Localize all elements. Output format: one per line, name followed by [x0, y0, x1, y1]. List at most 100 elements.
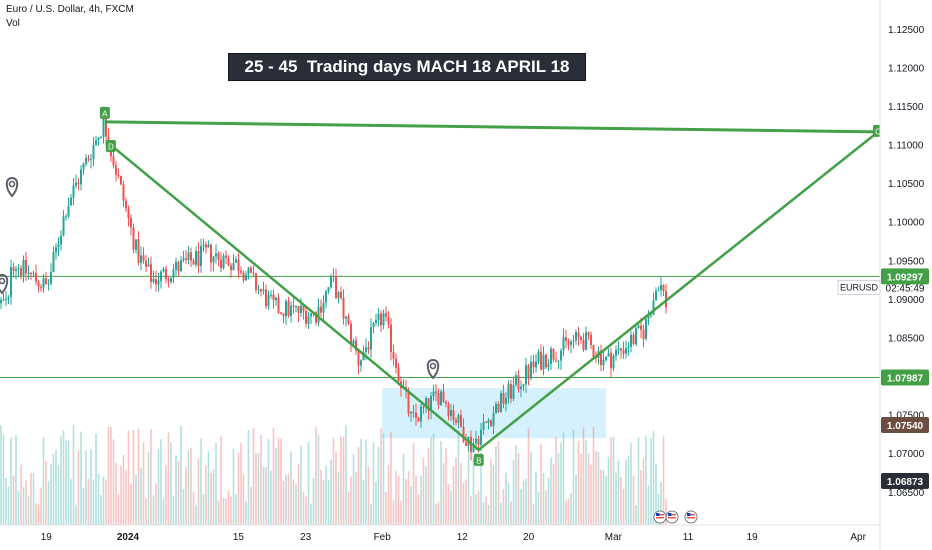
- volume-bar: [205, 465, 207, 525]
- x-tick-label: 19: [41, 532, 53, 543]
- volume-bar: [197, 458, 200, 525]
- volume-bar: [390, 431, 392, 525]
- candle-body: [490, 420, 492, 427]
- candle-body: [315, 312, 317, 323]
- candle-body: [502, 393, 505, 404]
- volume-bar: [410, 486, 412, 525]
- candle-body: [325, 291, 327, 303]
- candle-body: [440, 391, 442, 405]
- event-layer[interactable]: [653, 510, 698, 524]
- candle-body: [222, 255, 225, 269]
- volume-bar: [477, 490, 480, 525]
- candle-body: [297, 306, 300, 313]
- x-tick-label: Feb: [374, 532, 392, 543]
- volume-bar: [272, 427, 275, 525]
- candle-body: [390, 324, 392, 353]
- candle-body: [517, 375, 520, 390]
- candle-body: [372, 323, 375, 328]
- candle-body: [127, 208, 130, 218]
- candle-body: [7, 296, 10, 299]
- volume-bar: [392, 499, 395, 525]
- candle-body: [352, 340, 355, 344]
- volume-bar: [85, 450, 87, 525]
- volume-bar: [652, 430, 655, 525]
- volume-bar: [607, 456, 610, 525]
- volume-bar: [550, 457, 552, 525]
- candle-body: [15, 269, 17, 272]
- candle-body: [412, 412, 415, 414]
- volume-bar: [552, 464, 555, 525]
- volume-bar: [242, 474, 245, 525]
- volume-bar: [12, 475, 15, 525]
- candle-body: [265, 289, 267, 307]
- volume-bar: [182, 489, 185, 525]
- pin-outline: [426, 358, 440, 380]
- volume-bar: [592, 427, 595, 525]
- volume-bar: [570, 493, 572, 525]
- volume-bar: [575, 474, 577, 525]
- candle-body: [187, 252, 190, 260]
- volume-bar: [460, 463, 462, 525]
- price-axis[interactable]: 1.12500 1.12000 1.11500 1.11000 1.10500 1.100…: [837, 0, 932, 550]
- volume-bar: [25, 480, 27, 525]
- candle-body: [535, 361, 537, 368]
- volume-bar: [270, 470, 272, 525]
- volume-bar: [222, 498, 225, 525]
- candle-body: [362, 351, 365, 361]
- pattern-layer[interactable]: A D B C: [99, 106, 883, 466]
- volume-bar: [212, 469, 215, 525]
- map-pin-icon: [5, 176, 19, 198]
- volume-bar: [610, 437, 612, 525]
- volume-bar: [430, 437, 432, 525]
- volume-bar: [557, 452, 560, 525]
- volume-bar: [365, 439, 367, 525]
- volume-bar: [615, 472, 617, 525]
- volume-bar: [65, 440, 67, 525]
- candle-body: [420, 406, 422, 422]
- candle-body: [410, 412, 412, 414]
- volume-bar: [102, 476, 105, 525]
- candle-body: [345, 316, 347, 319]
- volume-bar: [305, 496, 307, 525]
- volume-bar: [215, 442, 217, 525]
- volume-bar: [380, 428, 382, 525]
- candle-body: [627, 346, 630, 348]
- volume-bar: [642, 458, 645, 525]
- candle-body: [277, 297, 280, 313]
- candle-body: [442, 391, 445, 402]
- symbol-tag: [837, 279, 881, 295]
- volume-bar: [542, 473, 545, 525]
- time-axis[interactable]: 19 2024 15 23 Feb 12 20 Mar 11 19 Apr: [0, 524, 880, 543]
- candle-body: [302, 305, 305, 311]
- volume-bar: [132, 430, 135, 525]
- candle-body: [112, 156, 115, 166]
- candle-body: [520, 386, 522, 390]
- candle-body: [92, 144, 95, 160]
- candle-body: [227, 257, 230, 266]
- volume-bar: [250, 486, 252, 525]
- candle-body: [117, 174, 120, 176]
- volume-bar: [315, 426, 317, 525]
- candle-layer: [0, 110, 667, 461]
- volume-bar: [527, 428, 530, 525]
- candle-body: [292, 305, 295, 307]
- candle-body: [5, 298, 7, 300]
- candle-body: [25, 259, 27, 274]
- candle-body: [357, 350, 360, 366]
- y-tick-label: 1.09500: [888, 256, 925, 267]
- volume-bar: [137, 428, 140, 525]
- candle-body: [612, 355, 615, 369]
- y-tick-label: 1.10000: [888, 218, 925, 229]
- price-label-text: 1.06873: [887, 477, 924, 488]
- volume-bar: [335, 451, 337, 525]
- candle-body: [560, 350, 562, 361]
- y-tick-label: 1.06500: [888, 488, 925, 499]
- volume-bar: [447, 484, 450, 525]
- volume-bar: [55, 450, 57, 525]
- y-tick-label: 1.07000: [888, 449, 925, 460]
- y-tick-label: 1.09000: [888, 295, 925, 306]
- annotation-box[interactable]: 25 - 45 Trading days MACH 18 APRIL 18: [228, 53, 586, 81]
- volume-bar: [495, 446, 497, 525]
- candle-body: [530, 361, 532, 379]
